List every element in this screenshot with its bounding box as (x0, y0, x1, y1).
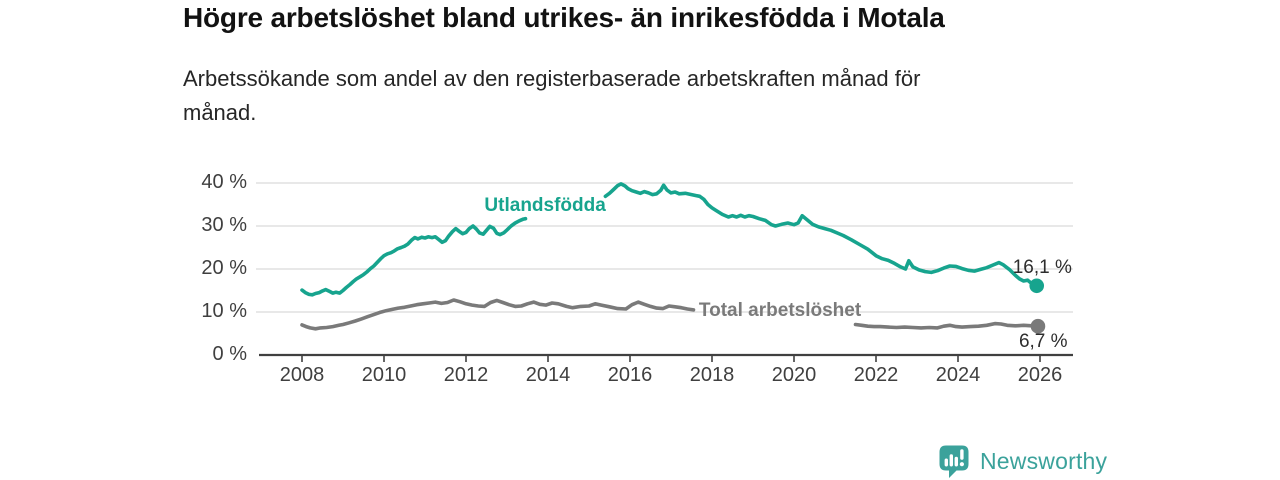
series-line-label-utlandsfodda: Utlandsfödda (484, 194, 606, 216)
newsworthy-icon (939, 445, 969, 478)
series-end-dot-total-arbetsloshet (1030, 318, 1046, 334)
series-line-total-arbetsloshet (300, 298, 696, 331)
x-axis-tick-label: 2024 (935, 364, 981, 386)
y-axis-tick-label: 40 % (201, 171, 247, 193)
x-axis-tick-label: 2014 (525, 364, 571, 386)
series-end-value-label-total-arbetsloshet: 6,7 % (1018, 331, 1068, 353)
y-axis-tick-label: 20 % (201, 257, 247, 279)
series-end-value-label-utlandsfodda: 16,1 % (1012, 256, 1072, 278)
y-axis-tick-label: 0 % (212, 343, 247, 365)
x-axis-tick-label: 2026 (1017, 364, 1063, 386)
x-axis-tick-label: 2022 (853, 364, 899, 386)
chart-subtitle: Arbetssökande som andel av den registerb… (183, 66, 921, 125)
y-axis-tick-label: 10 % (201, 300, 247, 322)
series-line-label-total-arbetsloshet: Total arbetslöshet (698, 300, 862, 322)
y-axis-tick-label: 30 % (201, 214, 247, 236)
newsworthy-wordmark: Newsworthy (980, 447, 1108, 474)
series-line-utlandsfodda (603, 182, 1039, 288)
x-axis-tick-label: 2008 (279, 364, 325, 386)
x-axis-tick-label: 2012 (443, 364, 489, 386)
newsworthy-logo: Newsworthy (937, 443, 1107, 479)
series-line-total-arbetsloshet (853, 321, 1040, 330)
series-end-dot-utlandsfodda (1029, 278, 1045, 294)
x-axis-tick-label: 2010 (361, 364, 407, 386)
x-axis-tick-label: 2016 (607, 364, 653, 386)
x-axis-tick-label: 2018 (689, 364, 735, 386)
series-line-utlandsfodda (300, 216, 528, 297)
x-axis-tick-label: 2020 (771, 364, 817, 386)
chart-title: Högre arbetslöshet bland utrikes- än inr… (183, 2, 945, 33)
